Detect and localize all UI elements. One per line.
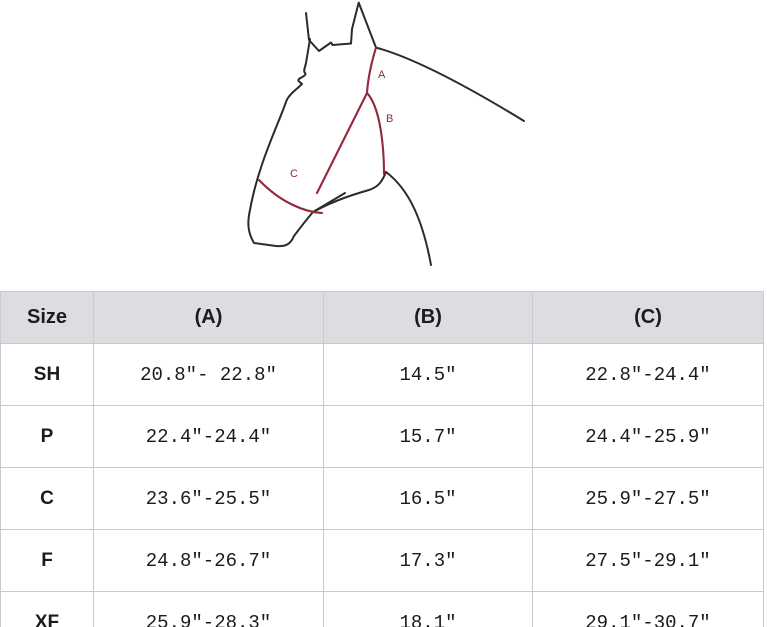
- svg-text:C: C: [290, 168, 298, 180]
- svg-text:A: A: [378, 69, 386, 81]
- svg-text:B: B: [386, 113, 393, 125]
